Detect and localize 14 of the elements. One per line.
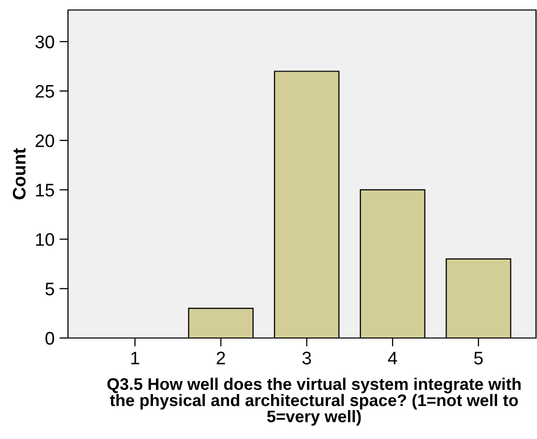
x-tick-label: 2 [216,352,225,364]
y-tick-label: 0 [45,332,54,345]
y-tick-label: 15 [36,184,54,197]
y-tick-label: 10 [36,233,54,246]
y-axis-title: Count [12,148,26,200]
y-tick-label: 30 [35,36,54,48]
x-tick-label: 4 [388,352,398,364]
x-tick-label: 1 [131,352,140,364]
x-axis-title: Q3.5 How well does the virtual system integrate with the physical and architectural space? (1=not well to 5=very well) [107,378,521,426]
y-tick-label: 25 [36,84,54,98]
x-tick-label: 5 [474,352,483,364]
y-tick-label: 5 [45,282,54,296]
y-tick-label: 20 [36,134,54,148]
x-tick-label: 3 [302,352,311,364]
